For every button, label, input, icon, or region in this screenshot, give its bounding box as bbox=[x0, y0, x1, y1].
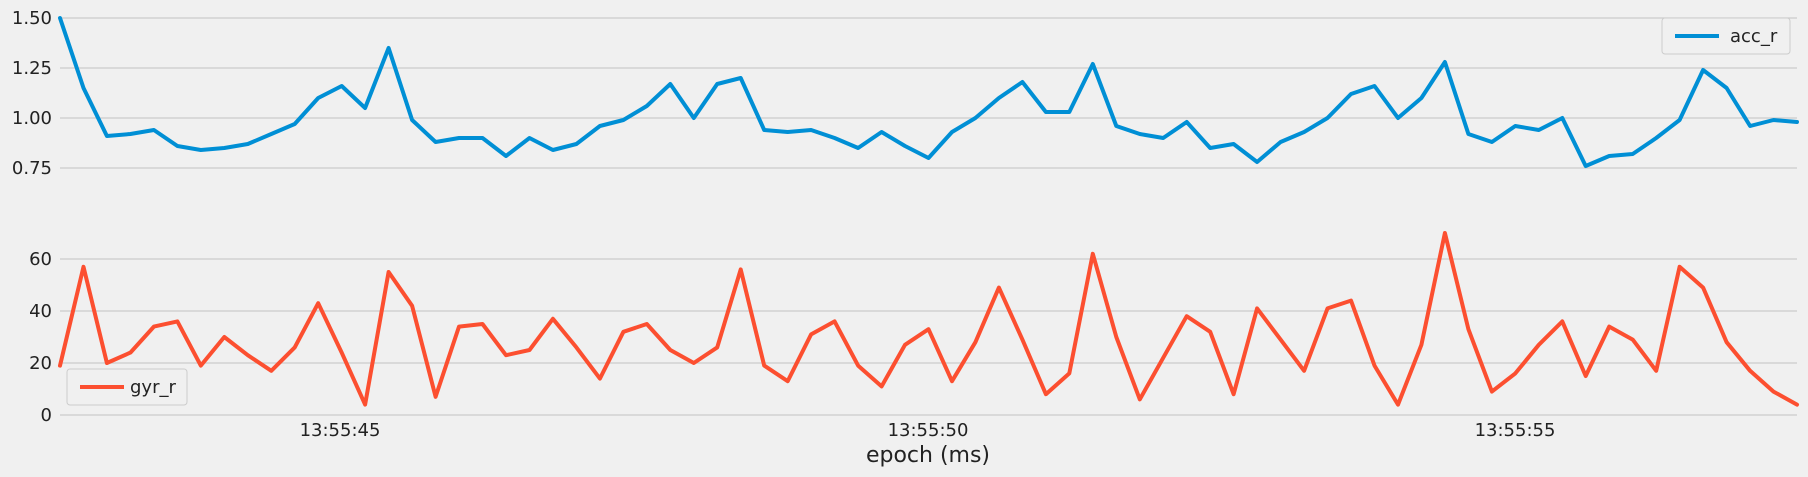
acc-legend-label: acc_r bbox=[1730, 26, 1778, 47]
x-tick-label: 13:55:55 bbox=[1475, 420, 1556, 441]
acc-y-tick: 1.25 bbox=[12, 58, 52, 79]
gyr-legend-box bbox=[66, 368, 188, 406]
x-tick-label: 13:55:50 bbox=[888, 420, 969, 441]
acc-y-tick: 0.75 bbox=[12, 158, 52, 179]
gyr-panel: 0 20 40 60 gyr_r bbox=[29, 231, 1799, 426]
acc-legend-box bbox=[1661, 17, 1791, 55]
gyr-y-tick: 60 bbox=[29, 249, 52, 270]
acc-y-tick: 1.00 bbox=[12, 108, 52, 129]
gyr-y-tick: 0 bbox=[41, 405, 52, 426]
x-tick-label: 13:55:45 bbox=[300, 420, 381, 441]
acc-y-tick: 1.50 bbox=[12, 8, 52, 29]
gyr-y-tick: 40 bbox=[29, 301, 52, 322]
gyr_r-line bbox=[58, 231, 1799, 407]
acc-legend: acc_r bbox=[1661, 17, 1791, 55]
gyr-y-tick: 20 bbox=[29, 353, 52, 374]
gyr-legend-label: gyr_r bbox=[130, 377, 176, 398]
x-axis-title: epoch (ms) bbox=[866, 443, 990, 468]
gyr-legend: gyr_r bbox=[66, 368, 188, 406]
acc-panel: 0.75 1.00 1.25 1.50 acc_r bbox=[12, 8, 1799, 179]
acc_r-line bbox=[58, 16, 1799, 168]
